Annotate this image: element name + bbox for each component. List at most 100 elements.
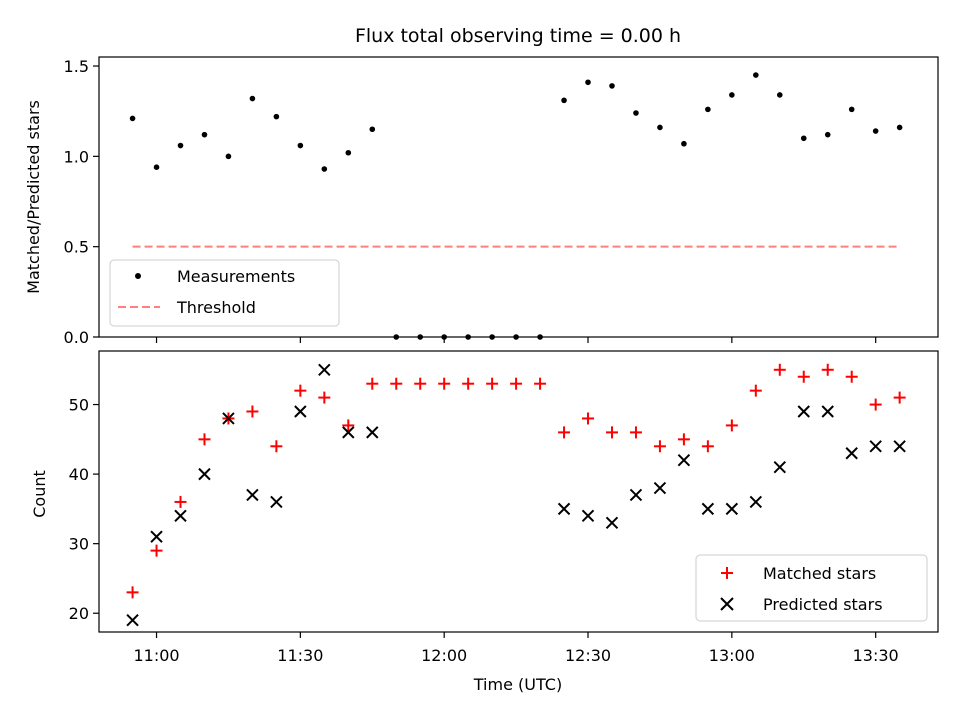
measurement-point (201, 131, 208, 138)
matched-star-point (582, 412, 595, 425)
matched-star-point (390, 377, 403, 390)
predicted-star-point (653, 481, 667, 495)
matched-star-point (318, 391, 331, 404)
measurement-point (393, 334, 400, 340)
top-legend: Measurements Threshold (109, 259, 340, 327)
predicted-star-point (126, 613, 139, 627)
bottom-x-ticks: 11:00 11:30 12:00 12:30 13:00 13:30 (133, 632, 899, 665)
predicted-star-point (150, 530, 163, 543)
bottom-xtick-label: 13:30 (853, 646, 899, 665)
predicted-star-point (174, 509, 187, 523)
measurement-point (489, 334, 495, 340)
bottom-xlabel: Time (UTC) (473, 675, 562, 694)
top-legend-box (109, 259, 340, 327)
legend-matched-label: Matched stars (763, 564, 876, 583)
measurement-point (225, 153, 232, 160)
measurement-point (537, 334, 543, 340)
legend-matched-marker (721, 567, 733, 579)
bottom-panel: Count Time (UTC) 20 30 40 50 11:00 11:30 12:0… (30, 350, 939, 694)
top-ytick-label: 0.5 (64, 238, 89, 257)
measurement-point (249, 95, 256, 102)
measurement-point (681, 140, 687, 147)
predicted-star-point (845, 447, 858, 460)
bottom-legend-box (695, 554, 928, 622)
legend-measurements-marker (135, 273, 141, 279)
predicted-star-point (629, 488, 643, 502)
measurement-point (153, 164, 160, 170)
predicted-star-point (557, 502, 571, 516)
measurement-point (273, 113, 280, 120)
legend-predicted-label: Predicted stars (763, 595, 883, 614)
measurement-point (321, 166, 328, 172)
matched-star-point (126, 586, 139, 599)
top-ytick-label: 1.5 (64, 57, 89, 76)
matched-star-point (749, 384, 762, 397)
top-y-ticks: 0.0 0.5 1.0 1.5 (64, 57, 99, 347)
predicted-star-point (246, 488, 259, 502)
predicted-star-point (605, 516, 619, 530)
predicted-star-point (198, 467, 211, 481)
matched-star-point (773, 363, 786, 376)
matched-star-point (845, 370, 858, 383)
measurement-point (561, 97, 567, 104)
predicted-star-point (270, 495, 283, 509)
matched-star-point (821, 363, 834, 376)
matched-star-point (893, 391, 906, 404)
matched-star-point (629, 426, 642, 439)
top-panel: Matched/Predicted stars 0.0 0.5 1.0 1.5 Mea… (24, 56, 939, 347)
matched-star-point (270, 440, 283, 453)
legend-predicted-marker (720, 597, 734, 611)
matched-star-point (246, 405, 259, 418)
matched-star-point (150, 544, 163, 557)
matched-star-point (797, 370, 810, 383)
top-ytick-label: 0.0 (64, 328, 89, 347)
bottom-series (126, 363, 906, 627)
matched-star-point (558, 426, 571, 439)
predicted-star-point (725, 502, 739, 516)
measurement-point (441, 334, 447, 340)
chart-title: Flux total observing time = 0.00 h (355, 25, 681, 47)
predicted-star-point (701, 502, 715, 516)
predicted-star-point (797, 405, 810, 418)
measurement-point (705, 106, 711, 113)
matched-star-point (294, 384, 307, 397)
matched-star-point (366, 377, 379, 390)
predicted-star-point (749, 495, 763, 509)
measurement-point (177, 142, 184, 149)
measurement-point (872, 128, 879, 134)
measurement-point (417, 334, 424, 340)
bottom-xtick-label: 11:30 (277, 646, 323, 665)
matched-star-point (342, 419, 355, 432)
predicted-star-point (677, 453, 691, 467)
measurement-point (657, 124, 663, 131)
matched-star-point (414, 377, 427, 390)
measurement-point (465, 334, 471, 340)
bottom-ylabel: Count (30, 470, 49, 518)
predicted-star-point (821, 405, 834, 418)
matched-star-point (869, 398, 882, 411)
bottom-ytick-label: 20 (69, 604, 89, 623)
measurement-point (513, 334, 519, 340)
bottom-xtick-label: 13:00 (709, 646, 755, 665)
measurement-point (896, 124, 903, 131)
bottom-ytick-label: 50 (69, 396, 89, 415)
matched-star-point (198, 433, 211, 446)
measurement-point (729, 92, 735, 98)
matched-star-point (725, 419, 738, 432)
legend-threshold-label: Threshold (176, 298, 256, 317)
matched-star-point (677, 433, 690, 446)
measurement-point (848, 106, 855, 113)
measurement-point (345, 149, 352, 156)
bottom-ytick-label: 30 (69, 535, 89, 554)
bottom-axes-frame (98, 350, 939, 633)
predicted-star-point (318, 363, 331, 376)
matched-star-point (174, 495, 187, 508)
top-series (129, 72, 903, 340)
bottom-ytick-label: 40 (69, 465, 89, 484)
measurement-point (776, 92, 783, 98)
bottom-xtick-label: 11:00 (133, 646, 179, 665)
matched-star-point (462, 377, 475, 390)
measurement-point (800, 135, 807, 142)
bottom-xtick-label: 12:30 (565, 646, 611, 665)
top-ylabel: Matched/Predicted stars (24, 100, 43, 294)
